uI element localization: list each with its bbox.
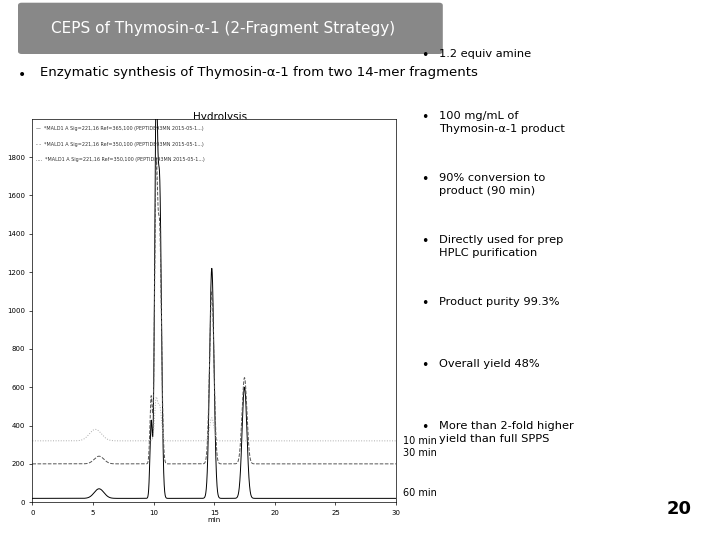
10min [28, 437, 37, 444]
Text: Cam-ester: Cam-ester [248, 343, 320, 388]
60min [91, 488, 100, 494]
Text: •: • [421, 359, 428, 372]
Text: •: • [421, 297, 428, 310]
Line: 10min: 10min [32, 397, 396, 441]
Text: ....  *MALD1 A Sig=221,16 Ref=350,100 (PEPTIDE93MN 2015-05-1...): .... *MALD1 A Sig=221,16 Ref=350,100 (PE… [36, 157, 204, 162]
Text: CEPS of Thymosin-α-1 (2-Fragment Strategy): CEPS of Thymosin-α-1 (2-Fragment Strateg… [51, 21, 395, 36]
60min [152, 82, 161, 88]
Text: Enzymatic synthesis of Thymosin-α-1 from two 14-mer fragments: Enzymatic synthesis of Thymosin-α-1 from… [40, 66, 477, 79]
Text: Product purity 99.3%: Product purity 99.3% [439, 297, 559, 307]
60min [70, 495, 78, 502]
Text: —  *MALD1 A Sig=221,16 Ref=365,100 (PEPTIDE93MN 2015-05-1...): — *MALD1 A Sig=221,16 Ref=365,100 (PEPTI… [36, 126, 204, 131]
Text: 100 mg/mL of
Thymosin-α-1 product: 100 mg/mL of Thymosin-α-1 product [439, 111, 565, 134]
10min [392, 437, 400, 444]
Text: More than 2-fold higher
yield than full SPPS: More than 2-fold higher yield than full … [439, 421, 574, 444]
FancyBboxPatch shape [18, 3, 443, 54]
Text: 60 min: 60 min [403, 488, 437, 498]
Text: •: • [421, 49, 428, 62]
X-axis label: min: min [207, 517, 221, 523]
Text: •: • [421, 235, 428, 248]
30min [392, 461, 400, 467]
10min [346, 437, 354, 444]
30min [70, 461, 78, 467]
10min [184, 437, 192, 444]
Line: 30min: 30min [32, 158, 396, 464]
Text: •: • [18, 68, 26, 82]
Line: 60min: 60min [32, 85, 396, 498]
10min [152, 394, 161, 400]
60min [184, 495, 192, 502]
Text: Directly used for prep
HPLC purification: Directly used for prep HPLC purification [439, 235, 564, 258]
30min [384, 461, 393, 467]
30min [346, 461, 354, 467]
60min [384, 495, 393, 502]
10min [168, 437, 176, 444]
Text: Amine: Amine [81, 382, 114, 431]
60min [392, 495, 400, 502]
10min [91, 426, 100, 433]
Text: 1.2 equiv amine: 1.2 equiv amine [439, 49, 531, 59]
60min [346, 495, 354, 502]
10min [384, 437, 393, 444]
Text: 30 min: 30 min [403, 448, 437, 458]
Text: •: • [421, 421, 428, 434]
Text: •: • [421, 173, 428, 186]
Text: Hydrolysis: Hydrolysis [161, 112, 248, 137]
Text: 90% conversion to
product (90 min): 90% conversion to product (90 min) [439, 173, 546, 196]
Text: Product: Product [215, 235, 294, 271]
60min [168, 495, 176, 502]
60min [28, 495, 37, 502]
Text: 10 min: 10 min [403, 436, 437, 446]
Text: - -  *MALD1 A Sig=221,16 Ref=350,100 (PEPTIDE93MN 2015-05-1...): - - *MALD1 A Sig=221,16 Ref=350,100 (PEP… [36, 142, 204, 147]
Text: •: • [421, 111, 428, 124]
30min [91, 455, 100, 461]
30min [152, 155, 161, 161]
30min [28, 461, 37, 467]
30min [184, 461, 192, 467]
10min [70, 437, 78, 444]
Text: 20: 20 [666, 501, 691, 518]
30min [168, 461, 176, 467]
Text: Overall yield 48%: Overall yield 48% [439, 359, 540, 369]
